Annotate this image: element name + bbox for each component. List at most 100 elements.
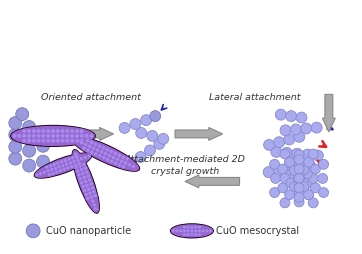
Ellipse shape xyxy=(299,182,309,192)
Ellipse shape xyxy=(294,192,304,202)
Ellipse shape xyxy=(74,165,78,169)
Ellipse shape xyxy=(36,129,41,133)
Ellipse shape xyxy=(70,129,75,133)
Ellipse shape xyxy=(96,148,100,152)
Ellipse shape xyxy=(65,134,70,138)
Ellipse shape xyxy=(278,183,288,193)
Ellipse shape xyxy=(57,165,61,169)
Ellipse shape xyxy=(42,170,46,174)
Ellipse shape xyxy=(299,165,309,175)
Ellipse shape xyxy=(294,155,304,165)
Ellipse shape xyxy=(76,139,80,143)
Ellipse shape xyxy=(105,148,110,152)
Ellipse shape xyxy=(50,168,54,171)
Ellipse shape xyxy=(46,169,50,173)
Ellipse shape xyxy=(63,159,67,162)
Ellipse shape xyxy=(51,171,55,175)
Ellipse shape xyxy=(72,160,76,163)
Ellipse shape xyxy=(67,157,71,161)
Ellipse shape xyxy=(186,233,190,236)
Ellipse shape xyxy=(106,157,110,162)
Ellipse shape xyxy=(94,152,98,156)
Ellipse shape xyxy=(45,165,49,169)
Ellipse shape xyxy=(60,160,63,164)
Ellipse shape xyxy=(285,157,295,167)
Ellipse shape xyxy=(85,183,89,187)
Ellipse shape xyxy=(270,173,281,183)
Ellipse shape xyxy=(88,191,92,195)
Ellipse shape xyxy=(286,178,296,188)
Ellipse shape xyxy=(280,198,290,208)
Ellipse shape xyxy=(80,129,84,133)
Ellipse shape xyxy=(274,137,285,148)
Ellipse shape xyxy=(88,144,92,148)
Ellipse shape xyxy=(74,152,78,156)
Ellipse shape xyxy=(98,154,102,158)
Ellipse shape xyxy=(70,134,75,138)
Ellipse shape xyxy=(73,163,77,167)
Ellipse shape xyxy=(84,142,88,147)
Ellipse shape xyxy=(198,229,201,233)
Ellipse shape xyxy=(113,151,117,155)
Ellipse shape xyxy=(302,149,313,160)
Ellipse shape xyxy=(89,182,93,186)
Ellipse shape xyxy=(60,134,65,138)
Ellipse shape xyxy=(92,190,96,194)
Ellipse shape xyxy=(9,140,22,153)
Ellipse shape xyxy=(110,159,114,163)
Ellipse shape xyxy=(319,160,329,169)
Ellipse shape xyxy=(80,138,84,143)
Text: CuO nanoparticle: CuO nanoparticle xyxy=(46,226,131,236)
Ellipse shape xyxy=(118,163,122,167)
Ellipse shape xyxy=(75,155,78,158)
Ellipse shape xyxy=(23,159,35,172)
Ellipse shape xyxy=(308,198,318,208)
Ellipse shape xyxy=(275,109,286,120)
Ellipse shape xyxy=(9,117,22,130)
Ellipse shape xyxy=(136,128,147,138)
Ellipse shape xyxy=(9,152,22,165)
Ellipse shape xyxy=(299,173,309,183)
Ellipse shape xyxy=(190,225,194,229)
Ellipse shape xyxy=(135,152,146,162)
Ellipse shape xyxy=(72,136,139,171)
Ellipse shape xyxy=(114,161,118,165)
Ellipse shape xyxy=(117,153,121,157)
Ellipse shape xyxy=(318,173,328,183)
Ellipse shape xyxy=(39,172,42,176)
Ellipse shape xyxy=(294,173,304,183)
FancyArrow shape xyxy=(175,128,223,140)
Ellipse shape xyxy=(101,146,106,150)
Ellipse shape xyxy=(92,203,96,207)
Ellipse shape xyxy=(71,156,75,160)
Ellipse shape xyxy=(80,134,84,138)
Ellipse shape xyxy=(22,134,26,138)
Ellipse shape xyxy=(319,188,329,197)
Ellipse shape xyxy=(73,137,139,170)
Ellipse shape xyxy=(115,157,119,161)
Ellipse shape xyxy=(182,225,186,229)
Ellipse shape xyxy=(172,225,212,237)
Ellipse shape xyxy=(87,154,91,158)
Ellipse shape xyxy=(81,172,85,176)
Ellipse shape xyxy=(61,164,65,167)
Ellipse shape xyxy=(89,134,94,138)
Ellipse shape xyxy=(65,129,70,133)
Ellipse shape xyxy=(34,153,92,178)
Ellipse shape xyxy=(194,229,197,233)
Ellipse shape xyxy=(194,233,197,236)
Ellipse shape xyxy=(278,164,288,174)
Ellipse shape xyxy=(294,131,305,142)
FancyArrow shape xyxy=(323,94,335,132)
Ellipse shape xyxy=(126,158,137,169)
Ellipse shape xyxy=(289,165,299,175)
Ellipse shape xyxy=(90,150,94,154)
Ellipse shape xyxy=(308,173,318,183)
Ellipse shape xyxy=(154,138,165,149)
Ellipse shape xyxy=(12,126,94,145)
Ellipse shape xyxy=(311,183,320,193)
Ellipse shape xyxy=(104,152,108,156)
Ellipse shape xyxy=(72,150,99,213)
Ellipse shape xyxy=(46,129,50,133)
Ellipse shape xyxy=(27,134,31,138)
